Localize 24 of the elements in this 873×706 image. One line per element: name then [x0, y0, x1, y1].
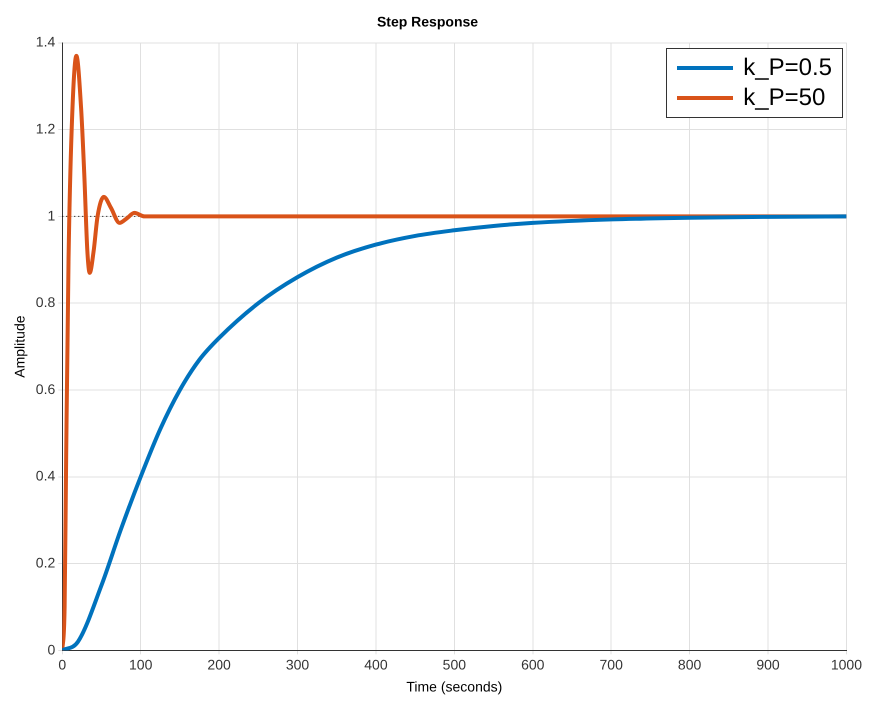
x-tick-label: 1000: [830, 656, 862, 673]
x-tick-label: 600: [521, 656, 545, 673]
x-tick-label: 400: [364, 656, 388, 673]
y-tick-label: 1.2: [36, 120, 56, 136]
y-tick-label: 0.6: [36, 380, 56, 397]
y-tick-label: 0.4: [36, 468, 56, 484]
chart-title: Step Response: [376, 13, 478, 30]
y-tick-label: 1: [47, 207, 56, 224]
legend-label: k_P=50: [743, 83, 826, 113]
x-tick-label: 0: [58, 656, 66, 673]
x-tick-label: 200: [207, 656, 231, 673]
x-tick-label: 700: [600, 656, 624, 673]
x-tick-label: 500: [442, 656, 466, 673]
x-tick-label: 100: [129, 656, 153, 673]
x-tick-label: 900: [756, 656, 780, 673]
x-tick-label: 300: [286, 656, 310, 673]
y-tick-label: 1.4: [36, 34, 56, 50]
y-tick-label: 0.2: [36, 554, 56, 570]
y-axis-title: Amplitude: [11, 315, 28, 378]
legend-label: k_P=0.5: [743, 53, 832, 83]
y-tick-label: 0.8: [36, 294, 56, 310]
x-tick-label: 800: [678, 656, 702, 673]
x-axis-title: Time (seconds): [406, 678, 502, 694]
y-tick-label: 0: [47, 641, 56, 658]
